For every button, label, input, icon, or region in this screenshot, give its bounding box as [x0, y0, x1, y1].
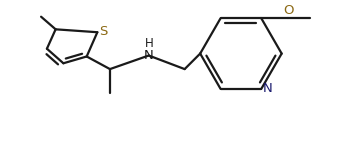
Text: N: N: [263, 82, 273, 95]
Text: O: O: [283, 4, 294, 17]
Text: H: H: [144, 37, 153, 50]
Text: N: N: [144, 49, 154, 62]
Text: S: S: [99, 25, 108, 38]
